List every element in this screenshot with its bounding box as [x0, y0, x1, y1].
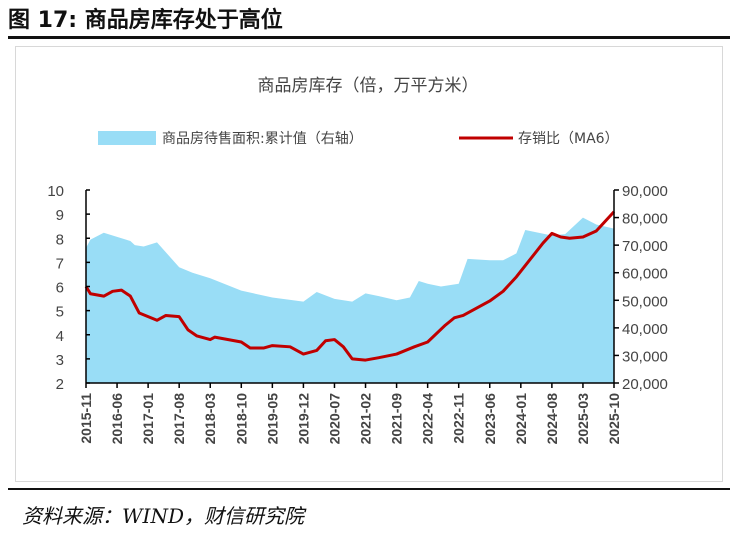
y-left-tick-label: 3: [56, 352, 64, 369]
y-left-tick-label: 2: [56, 376, 64, 393]
y-right-tick-label: 90,000: [622, 183, 668, 200]
x-tick-label: 2020-07: [326, 393, 342, 445]
bottom-rule: [8, 488, 730, 490]
legend-swatch-area: [98, 131, 156, 145]
y-left-tick-label: 6: [56, 280, 64, 297]
x-tick-label: 2018-10: [233, 393, 249, 445]
y-right-tick-label: 40,000: [622, 321, 668, 338]
x-tick-label: 2016-06: [109, 393, 125, 445]
x-tick-label: 2017-08: [171, 393, 187, 445]
top-rule: [8, 36, 730, 39]
x-tick-label: 2022-11: [451, 393, 467, 444]
chart-frame: [15, 46, 723, 482]
y-right-tick-label: 60,000: [622, 266, 668, 283]
y-right-tick-label: 70,000: [622, 238, 668, 255]
x-tick-label: 2021-09: [389, 393, 405, 445]
y-left-tick-label: 7: [56, 255, 64, 272]
y-left-tick-label: 9: [56, 207, 64, 224]
y-right-tick-label: 80,000: [622, 211, 668, 228]
source-note: 资料来源：WIND，财信研究院: [22, 504, 304, 528]
x-tick-label: 2024-08: [544, 393, 560, 445]
chart-title: 商品房库存（倍，万平方米）: [258, 76, 479, 96]
x-tick-label: 2019-12: [295, 393, 311, 445]
y-left-tick-label: 8: [56, 231, 64, 248]
line-series-ratio: [84, 210, 616, 362]
x-tick-label: 2015-11: [78, 393, 94, 444]
x-tick-label: 2021-02: [358, 393, 374, 445]
y-right-tick-label: 30,000: [622, 348, 668, 365]
x-tick-label: 2025-03: [575, 393, 591, 445]
x-tick-label: 2017-01: [140, 393, 156, 445]
y-left-tick-label: 5: [56, 304, 64, 321]
x-tick-label: 2018-03: [202, 393, 218, 445]
y-right-tick-label: 20,000: [622, 376, 668, 393]
y-right-tick-label: 50,000: [622, 293, 668, 310]
x-tick-label: 2023-06: [482, 393, 498, 445]
y-left-tick-label: 10: [47, 183, 64, 200]
legend-label-area: 商品房待售面积:累计值（右轴）: [162, 131, 363, 147]
x-tick-label: 2025-10: [606, 393, 622, 445]
y-left-tick-label: 4: [56, 328, 64, 345]
x-tick-label: 2019-05: [264, 393, 280, 445]
figure-title: 图 17: 商品房库存处于高位: [8, 8, 283, 33]
x-tick-label: 2024-01: [513, 393, 529, 445]
x-tick-label: 2022-04: [420, 393, 436, 445]
legend-label-line: 存销比（MA6）: [518, 131, 619, 147]
area-series-inventory: [86, 217, 614, 383]
